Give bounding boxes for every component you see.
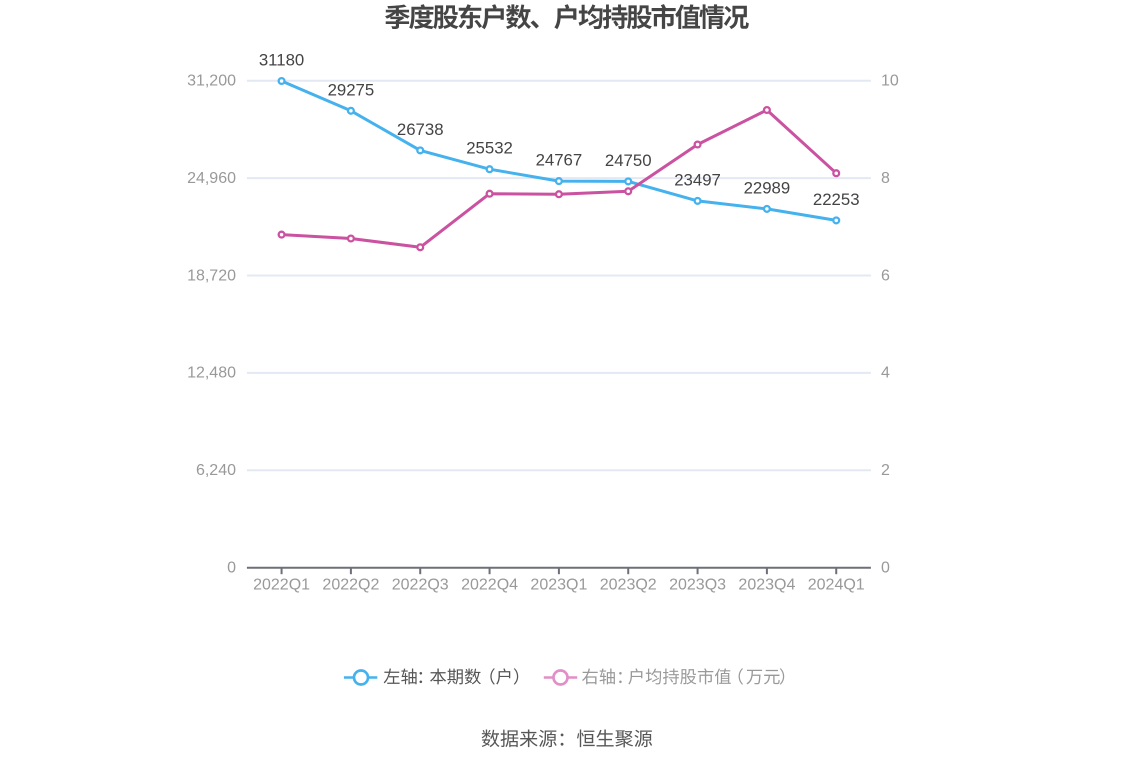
svg-text:29275: 29275 — [328, 80, 375, 99]
svg-text:2022Q2: 2022Q2 — [322, 576, 379, 593]
svg-text:0: 0 — [881, 560, 890, 577]
svg-text:24767: 24767 — [536, 151, 583, 170]
svg-text:2023Q4: 2023Q4 — [738, 576, 795, 593]
svg-text:22989: 22989 — [744, 178, 791, 197]
svg-text:2022Q3: 2022Q3 — [392, 576, 449, 593]
svg-text:24,960: 24,960 — [187, 170, 236, 187]
svg-text:2023Q2: 2023Q2 — [600, 576, 657, 593]
svg-text:2023Q3: 2023Q3 — [669, 576, 726, 593]
svg-text:2023Q1: 2023Q1 — [530, 576, 587, 593]
svg-text:31180: 31180 — [259, 51, 304, 70]
svg-text:26738: 26738 — [397, 120, 444, 139]
svg-text:6,240: 6,240 — [196, 462, 236, 479]
svg-text:24750: 24750 — [605, 151, 652, 170]
svg-text:2024Q1: 2024Q1 — [808, 576, 865, 593]
svg-text:23497: 23497 — [674, 170, 721, 189]
svg-text:10: 10 — [881, 73, 899, 90]
svg-text:12,480: 12,480 — [187, 365, 236, 382]
svg-text:0: 0 — [227, 560, 236, 577]
svg-text:6: 6 — [881, 267, 890, 284]
svg-text:8: 8 — [881, 170, 890, 187]
svg-text:2022Q1: 2022Q1 — [253, 576, 310, 593]
svg-text:22253: 22253 — [813, 190, 860, 209]
svg-text:25532: 25532 — [466, 139, 513, 158]
svg-text:2022Q4: 2022Q4 — [461, 576, 518, 593]
svg-text:18,720: 18,720 — [187, 267, 236, 284]
svg-text:4: 4 — [881, 365, 890, 382]
svg-text:2: 2 — [881, 462, 890, 479]
svg-text:31,200: 31,200 — [187, 73, 236, 90]
